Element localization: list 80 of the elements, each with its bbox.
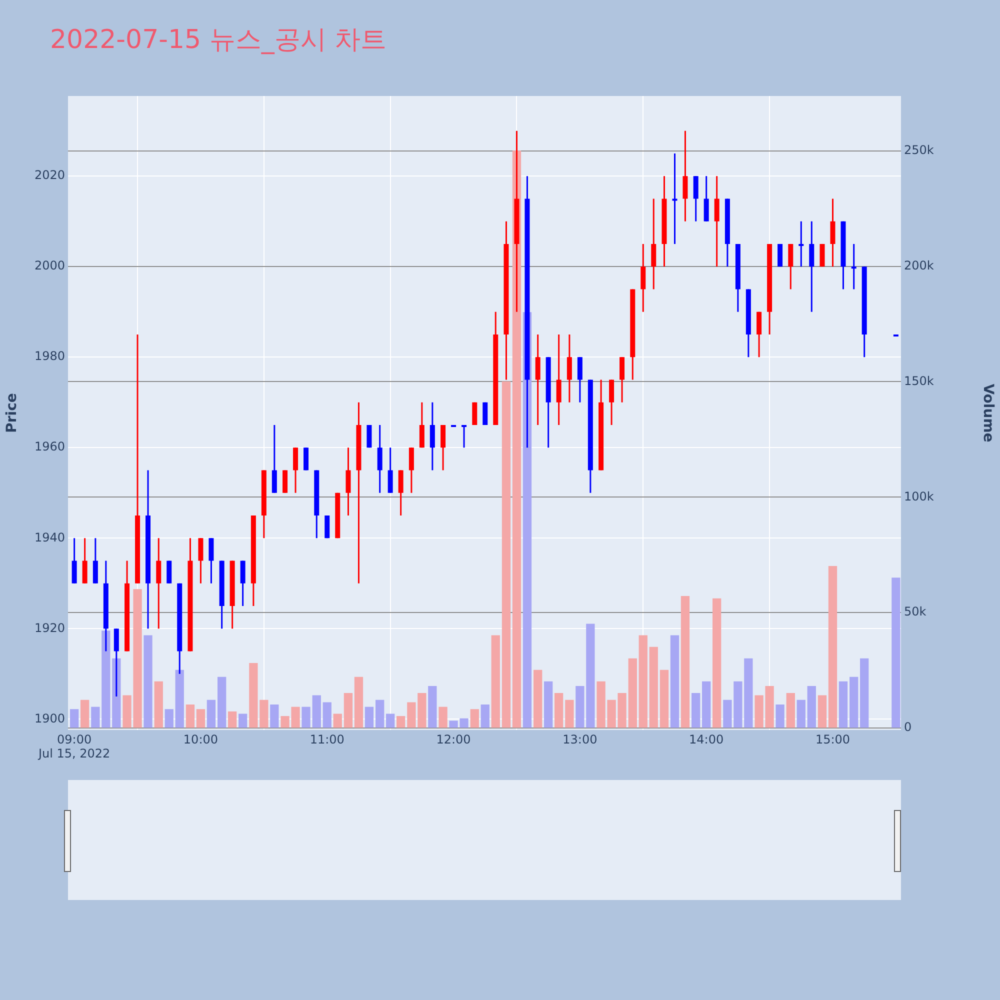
y-tick-label: 2000 — [34, 258, 65, 273]
x-tick-label: 14:00 — [689, 732, 724, 746]
bar — [470, 709, 479, 728]
y2-tick-label: 150k — [904, 374, 934, 388]
bar — [480, 704, 490, 728]
bar — [660, 670, 669, 728]
bar — [302, 706, 310, 728]
bar — [154, 681, 163, 728]
bar — [818, 695, 827, 728]
y2-axis-title: Volume — [980, 384, 996, 442]
bar — [892, 578, 900, 728]
chart-title: 2022-07-15 뉴스_공시 차트 — [50, 24, 387, 57]
y2-tick-label: 50k — [904, 604, 926, 619]
bar — [649, 646, 658, 728]
bar — [354, 676, 364, 728]
bar — [807, 686, 816, 728]
bar — [692, 692, 700, 728]
bar — [544, 681, 553, 728]
bar — [828, 566, 838, 728]
y2-tick-label: 100k — [904, 489, 934, 504]
bar — [786, 692, 795, 728]
candlestick — [798, 221, 804, 267]
bar — [628, 658, 637, 728]
bar — [796, 700, 806, 728]
y-axis-title: Price — [4, 393, 20, 433]
x-tick-label: 15:00 — [815, 732, 850, 746]
y-tick-label: 2020 — [34, 168, 65, 182]
y2-tick-label: 0 — [904, 720, 912, 734]
y-tick-label: 1980 — [34, 349, 65, 364]
y-tick-label: 1960 — [34, 440, 65, 454]
bar — [860, 658, 869, 728]
bar — [838, 681, 848, 728]
bar — [144, 635, 152, 728]
y2-tick-label: 250k — [904, 143, 934, 158]
bar — [218, 676, 226, 728]
bar — [712, 598, 722, 728]
bar — [438, 706, 448, 728]
bar — [376, 700, 384, 728]
x-tick-label: 13:00 — [562, 732, 598, 746]
bar — [512, 150, 522, 728]
bar — [196, 709, 206, 728]
bar — [322, 702, 332, 728]
bar — [776, 704, 784, 728]
y-tick-label: 1920 — [34, 620, 65, 635]
bar — [70, 709, 79, 728]
x-tick-label: 12:00 — [436, 732, 471, 746]
bar — [670, 635, 680, 728]
candlestick — [672, 153, 678, 244]
x-tick-label: 10:00 — [183, 732, 218, 746]
bar — [164, 709, 174, 728]
bar — [333, 714, 342, 728]
bar — [491, 635, 500, 728]
bar — [702, 681, 711, 728]
y-tick-label: 1900 — [34, 711, 65, 726]
bar — [186, 704, 195, 728]
bar — [534, 670, 542, 728]
bar — [270, 704, 279, 728]
bar — [364, 706, 374, 728]
bar — [312, 695, 321, 728]
bar — [175, 670, 184, 728]
x-tick-label: 11:00 — [310, 732, 344, 746]
bar — [238, 714, 248, 728]
y-tick-label: 1940 — [34, 530, 65, 544]
bar — [850, 676, 858, 728]
bar — [206, 700, 216, 728]
bar — [80, 700, 90, 728]
bar — [638, 635, 648, 728]
bar — [565, 700, 574, 728]
bar — [554, 692, 564, 728]
bar — [680, 596, 690, 728]
bar — [228, 711, 237, 728]
bar — [502, 381, 511, 728]
bar — [386, 714, 395, 728]
y2-tick-label: 200k — [904, 258, 934, 272]
bar — [344, 692, 353, 728]
bar — [428, 686, 437, 728]
x-tick-label: 09:00 Jul 15, 2022 — [37, 732, 110, 761]
bar — [396, 716, 406, 728]
candlestick — [851, 244, 856, 290]
candlestick — [462, 424, 467, 448]
